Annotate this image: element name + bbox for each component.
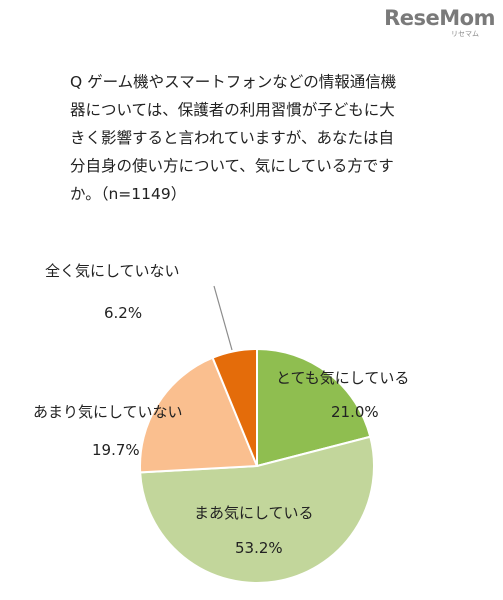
slice-value-maa: 53.2%	[235, 539, 283, 557]
question-line: きく影響すると言われていますが、あなたは自	[70, 129, 394, 147]
question-line: 分自身の使い方について、気にしている方です	[70, 157, 394, 175]
question-line: Q ゲーム機やスマートフォンなどの情報通信機	[70, 73, 397, 91]
slice-label-mattaku: 全く気にしていない	[45, 262, 180, 280]
pie-slices	[139, 347, 375, 584]
logo-text: ReseMom	[384, 6, 495, 30]
leader-line	[213, 285, 233, 351]
question-line: か。（n=1149）	[70, 185, 187, 203]
slice-label-maa: まあ気にしている	[194, 504, 314, 522]
resemom-logo: ReseMom リセマム	[384, 6, 495, 38]
slice-value-mattaku: 6.2%	[104, 304, 142, 322]
slice-value-amari: 19.7%	[92, 441, 140, 459]
question-line: 器については、保護者の利用習慣が子どもに大	[70, 101, 395, 119]
logo-subtext: リセマム	[451, 30, 479, 38]
slice-amari	[139, 356, 259, 474]
slice-totemo	[256, 347, 372, 468]
slice-value-totemo: 21.0%	[331, 403, 379, 421]
slice-label-amari: あまり気にしていない	[33, 403, 183, 421]
question-text: Q ゲーム機やスマートフォンなどの情報通信機 器については、保護者の利用習慣が子…	[70, 68, 470, 208]
slice-label-totemo: とても気にしている	[276, 369, 409, 387]
slice-maa	[139, 435, 375, 584]
slice-mattaku	[211, 347, 258, 467]
